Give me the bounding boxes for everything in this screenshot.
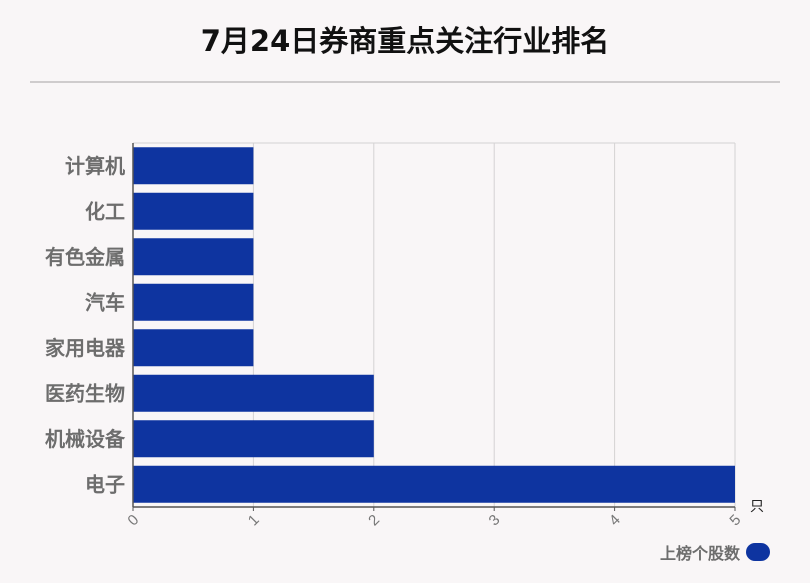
bar-4 (133, 329, 254, 367)
x-tick-label: 0 (124, 511, 142, 529)
category-label: 医药生物 (45, 381, 125, 405)
bar-6 (133, 420, 374, 458)
x-tick-label: 5 (726, 511, 744, 529)
bar-0 (133, 147, 254, 185)
x-unit-label: 只 (750, 499, 764, 515)
category-label: 机械设备 (45, 427, 126, 451)
x-tick-label: 2 (365, 511, 383, 529)
category-label: 家用电器 (45, 336, 126, 360)
category-label: 化工 (85, 199, 125, 223)
bar-1 (133, 192, 254, 230)
category-label: 电子 (85, 472, 125, 496)
category-label: 计算机 (65, 154, 125, 178)
category-label: 有色金属 (45, 245, 125, 269)
legend-swatch (746, 543, 770, 561)
legend-label: 上榜个股数 (659, 544, 740, 563)
bar-7 (133, 465, 735, 503)
bar-3 (133, 283, 254, 321)
x-tick-label: 3 (486, 511, 504, 529)
x-tick-label: 1 (245, 511, 263, 529)
legend: 上榜个股数 (660, 540, 770, 564)
chart-title: 7月24日券商重点关注行业排名 (200, 24, 610, 58)
title-divider (30, 81, 780, 83)
bar-5 (133, 374, 374, 412)
category-label: 汽车 (85, 290, 125, 314)
bar-2 (133, 238, 254, 276)
x-tick-label: 4 (606, 511, 624, 529)
